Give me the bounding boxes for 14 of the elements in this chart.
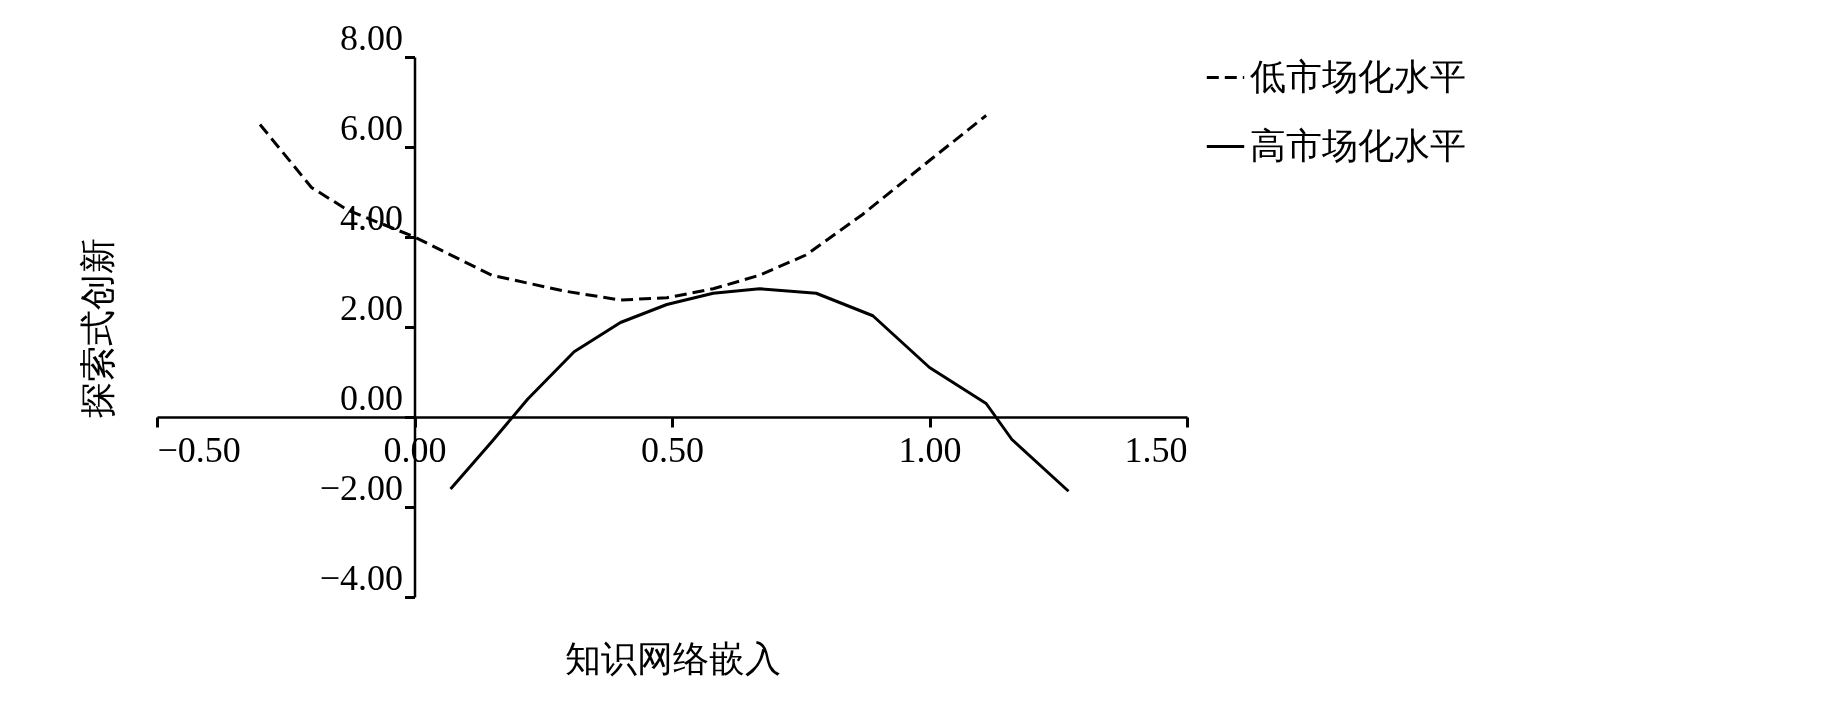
- y-tick-label: −4.00: [319, 557, 403, 598]
- x-tick-label: 1.50: [1124, 429, 1188, 470]
- x-tick-label: 0.50: [641, 429, 704, 470]
- x-tick-label: −0.50: [157, 429, 241, 470]
- y-tick-label: 6.00: [340, 107, 403, 148]
- x-axis-title: 知识网络嵌入: [564, 638, 781, 679]
- legend-label: 低市场化水平: [1250, 56, 1466, 97]
- y-tick-label: 0.00: [340, 377, 403, 418]
- y-tick-label: 2.00: [340, 287, 403, 328]
- legend-label: 高市场化水平: [1250, 125, 1466, 166]
- y-axis-title: 探索式创新: [77, 237, 118, 418]
- x-tick-label: 1.00: [898, 429, 962, 470]
- y-tick-label: −2.00: [319, 467, 403, 508]
- y-tick-label: 8.00: [340, 17, 403, 58]
